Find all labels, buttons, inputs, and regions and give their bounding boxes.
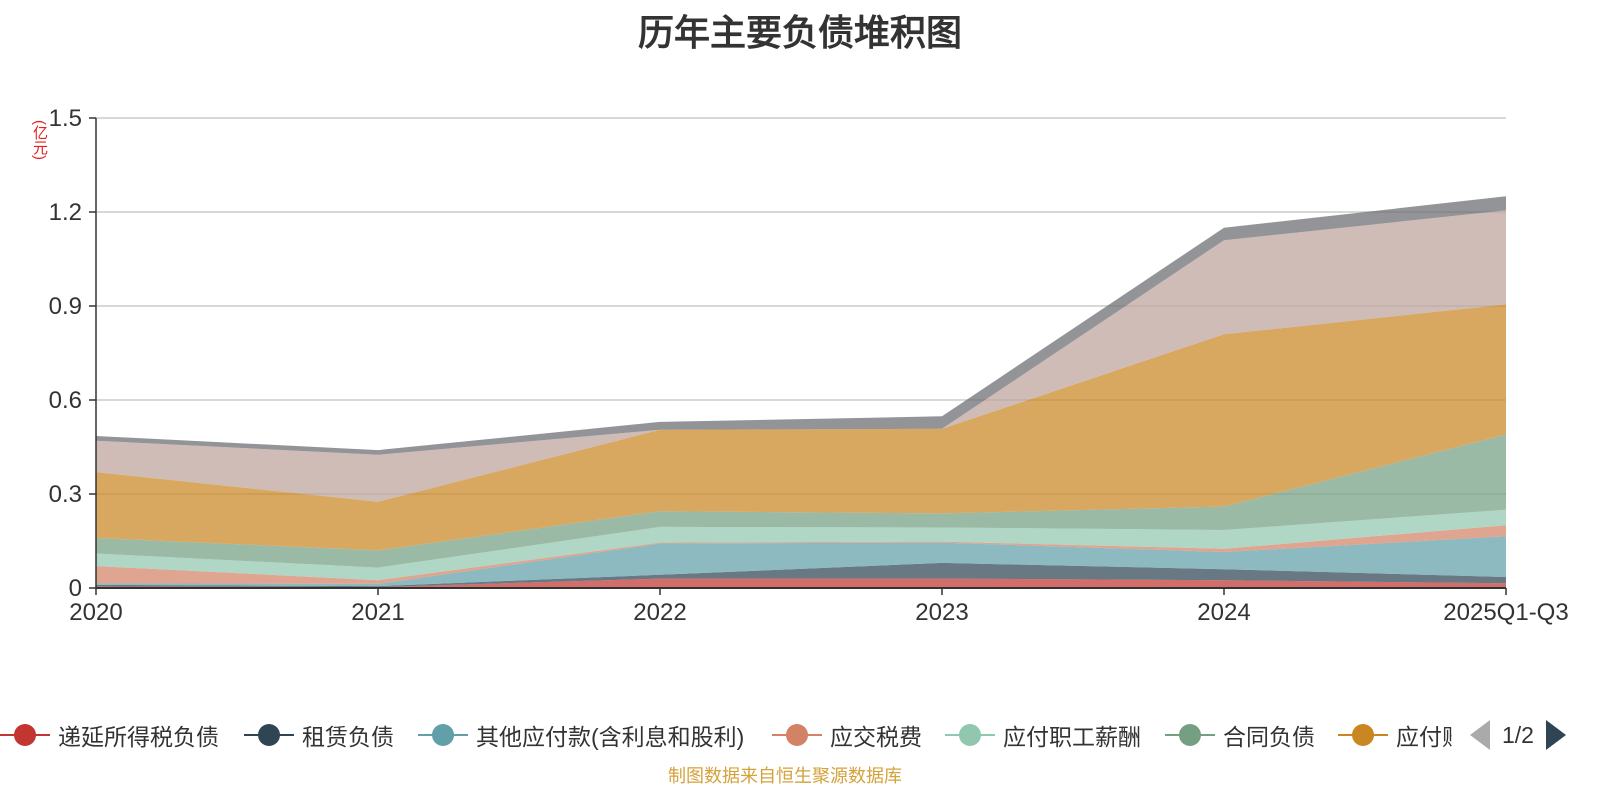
area-series-0 [96, 578, 1506, 588]
x-tick-label: 2025Q1-Q3 [1443, 599, 1568, 626]
legend-label: 其他应付款(含利息和股利) [476, 724, 745, 750]
legend-pager: 1/2 [1470, 715, 1566, 755]
y-axis-unit-label: (亿元) [31, 120, 48, 160]
y-tick-label: 0.3 [49, 481, 82, 508]
legend-item[interactable]: 应交税费 [772, 715, 922, 755]
legend-item[interactable]: 租赁负债 [244, 715, 394, 755]
chart-title: 历年主要负债堆积图 [637, 12, 962, 53]
area-series-5 [96, 434, 1506, 568]
legend-marker-icon [0, 722, 50, 748]
legend-marker-icon [1338, 722, 1388, 748]
area-series-3 [96, 525, 1506, 584]
x-tick-label: 2022 [633, 599, 686, 626]
area-series [96, 196, 1506, 588]
legend-items: 递延所得税负债 租赁负债 其他应付款(含利息和股利) 应交税费 应付职工薪酬 合同负债 应付… [0, 715, 1452, 755]
y-tick-label: 0.9 [49, 293, 82, 320]
legend-item[interactable]: 合同负债 [1165, 715, 1315, 755]
legend-marker-icon [244, 722, 294, 748]
legend-marker-icon [772, 722, 822, 748]
legend-label: 应交税费 [830, 724, 922, 750]
legend-item[interactable]: 递延所得税负债 [0, 715, 219, 755]
legend-prev-page-icon[interactable] [1470, 720, 1490, 750]
area-series-4 [96, 509, 1506, 581]
legend-label: 递延所得税负债 [58, 724, 219, 750]
legend-marker-icon [418, 722, 468, 748]
x-tick-label: 2024 [1197, 599, 1250, 626]
y-tick-label: 1.2 [49, 199, 82, 226]
legend-page-indicator: 1/2 [1502, 721, 1534, 748]
area-series-2 [96, 536, 1506, 587]
area-series-6 [96, 304, 1506, 551]
legend-marker-icon [1165, 722, 1215, 748]
stacked-area-chart: 0 0.3 0.6 0.9 1.2 1.5 2020 2021 2022 2023 2024 2025… [49, 105, 1569, 626]
legend-item[interactable]: 应付账款 [1338, 715, 1452, 755]
x-tick-label: 2020 [69, 599, 122, 626]
source-note: 制图数据来自恒生聚源数据库 [668, 766, 902, 786]
y-tick-label: 0 [69, 575, 82, 602]
area-series-1 [96, 562, 1506, 588]
legend-marker-icon [945, 722, 995, 748]
x-tick-label: 2023 [915, 599, 968, 626]
legend-label: 应付职工薪酬 [1003, 724, 1141, 750]
x-tick-label: 2021 [351, 599, 404, 626]
legend-label: 应付账款 [1396, 724, 1452, 750]
legend-label: 合同负债 [1223, 724, 1315, 750]
legend-next-page-icon[interactable] [1545, 720, 1566, 750]
legend-item[interactable]: 应付职工薪酬 [945, 715, 1141, 755]
area-series-8 [96, 196, 1506, 455]
axes: 0 0.3 0.6 0.9 1.2 1.5 2020 2021 2022 2023 2024 2025… [49, 105, 1569, 626]
y-tick-label: 1.5 [49, 105, 82, 132]
y-tick-label: 0.6 [49, 387, 82, 414]
legend-label: 租赁负债 [302, 724, 394, 750]
area-series-7 [96, 210, 1506, 502]
legend-item[interactable]: 其他应付款(含利息和股利) [418, 715, 744, 755]
legend: 递延所得税负债 租赁负债 其他应付款(含利息和股利) 应交税费 应付职工薪酬 合同负债 应付… [0, 715, 1600, 755]
